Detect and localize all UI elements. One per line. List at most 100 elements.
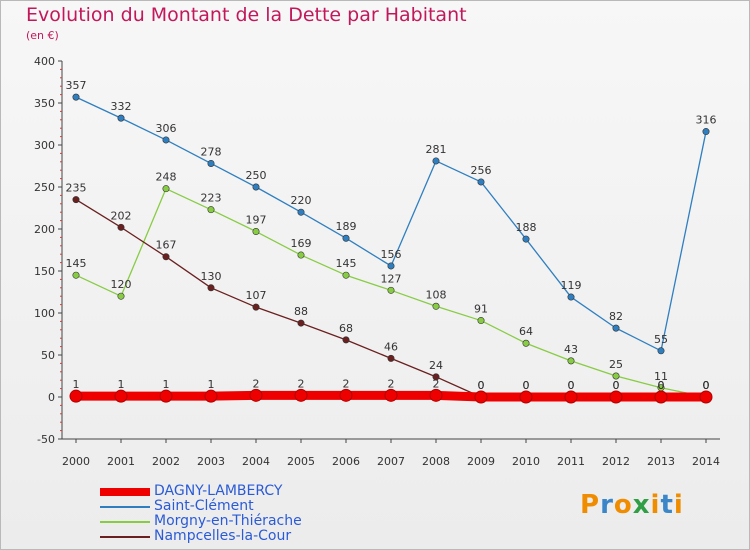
data-label: 0 (568, 379, 575, 392)
data-point (699, 390, 713, 404)
data-point (567, 293, 575, 301)
data-point (654, 390, 668, 404)
logo-letter: P (580, 490, 601, 520)
data-label: 169 (291, 237, 312, 250)
x-tick-label: 2005 (287, 455, 315, 468)
data-label: 88 (294, 305, 308, 318)
data-point (432, 373, 440, 381)
x-tick-label: 2008 (422, 455, 450, 468)
data-label: 46 (384, 340, 398, 353)
data-point (207, 284, 215, 292)
x-tick-label: 2003 (197, 455, 225, 468)
logo-letter: i (673, 490, 684, 520)
x-tick-label: 2004 (242, 455, 270, 468)
data-point (297, 251, 305, 259)
data-label: 235 (66, 182, 87, 195)
data-point (432, 157, 440, 165)
data-point (159, 389, 173, 403)
legend-label: Morgny-en-Thiérache (154, 513, 302, 529)
data-label: 2 (253, 377, 260, 390)
data-label: 256 (471, 164, 492, 177)
data-point (72, 271, 80, 279)
data-label: 197 (246, 214, 267, 227)
data-point (72, 196, 80, 204)
data-label: 145 (66, 257, 87, 270)
legend-swatch (100, 536, 150, 538)
x-tick-label: 2013 (647, 455, 675, 468)
data-point (567, 357, 575, 365)
data-point (564, 390, 578, 404)
x-tick-label: 2014 (692, 455, 720, 468)
data-point (522, 235, 530, 243)
data-label: 167 (156, 239, 177, 252)
legend-swatch (100, 521, 150, 523)
data-point (339, 388, 353, 402)
x-tick-label: 2007 (377, 455, 405, 468)
data-label: 0 (568, 379, 575, 392)
data-point (609, 390, 623, 404)
x-tick-label: 2010 (512, 455, 540, 468)
data-label: 189 (336, 220, 357, 233)
data-point (342, 271, 350, 279)
data-label: 11 (654, 370, 668, 383)
data-point (612, 324, 620, 332)
data-point (657, 347, 665, 355)
data-point (387, 354, 395, 362)
proxiti-logo: Proxiti (580, 490, 684, 520)
data-label: 43 (564, 343, 578, 356)
y-tick-label: 350 (34, 97, 55, 110)
logo-letter: o (613, 490, 633, 520)
legend-label: Nampcelles-la-Cour (154, 528, 292, 544)
data-label: 107 (246, 289, 267, 302)
data-label: 55 (654, 333, 668, 346)
data-label: 64 (519, 325, 533, 338)
logo-letter: i (650, 490, 661, 520)
data-label: 156 (381, 248, 402, 261)
data-label: 120 (111, 278, 132, 291)
data-label: 130 (201, 270, 222, 283)
data-label: 250 (246, 169, 267, 182)
data-point (474, 390, 488, 404)
data-label: 248 (156, 171, 177, 184)
data-point (114, 389, 128, 403)
legend-swatch (100, 506, 150, 508)
data-label: 24 (429, 359, 443, 372)
y-tick-label: 250 (34, 181, 55, 194)
chart-title: Evolution du Montant de la Dette par Hab… (26, 4, 467, 26)
chart-subtitle: (en €) (26, 29, 59, 42)
data-point (297, 208, 305, 216)
data-point (612, 372, 620, 380)
data-point (252, 228, 260, 236)
data-point (69, 389, 83, 403)
data-point (297, 319, 305, 327)
y-tick-label: 400 (34, 55, 55, 68)
data-point (387, 262, 395, 270)
data-label: 1 (73, 378, 80, 391)
data-label: 1 (163, 378, 170, 391)
data-point (342, 336, 350, 344)
data-point (432, 302, 440, 310)
data-label: 0 (523, 379, 530, 392)
data-label: 0 (658, 379, 665, 392)
y-tick-label: 0 (48, 391, 55, 404)
data-label: 2 (298, 377, 305, 390)
data-point (387, 286, 395, 294)
data-point (477, 178, 485, 186)
x-tick-label: 2009 (467, 455, 495, 468)
legend-label: Saint-Clément (154, 498, 254, 514)
data-label: 2 (343, 377, 350, 390)
y-tick-label: 100 (34, 307, 55, 320)
data-point (117, 223, 125, 231)
data-point (252, 183, 260, 191)
legend-label: DAGNY-LAMBERCY (154, 483, 283, 499)
data-label: 82 (609, 310, 623, 323)
data-label: 25 (609, 358, 623, 371)
data-label: 145 (336, 257, 357, 270)
x-tick-label: 2011 (557, 455, 585, 468)
data-label: 108 (426, 288, 447, 301)
data-label: 357 (66, 79, 87, 92)
y-tick-label: 50 (41, 349, 55, 362)
data-label: 91 (474, 303, 488, 316)
y-tick-label: -50 (37, 433, 55, 446)
logo-letter: r (600, 490, 614, 520)
